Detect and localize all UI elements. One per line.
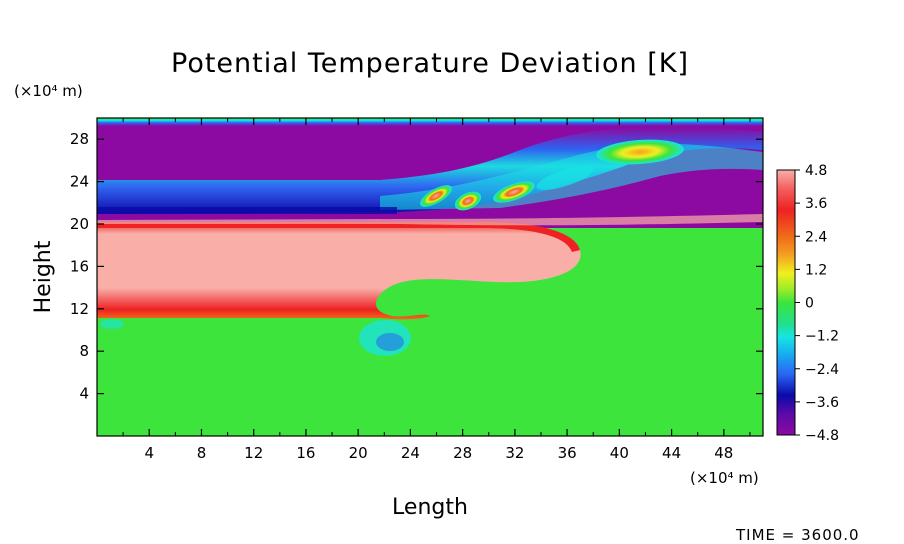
- y-tick-label: 8: [79, 342, 89, 360]
- x-tick-label: 8: [197, 444, 207, 462]
- field-jet-band: [97, 127, 763, 214]
- field-eddy-4: [596, 139, 684, 165]
- field-positive-edge: [97, 222, 580, 252]
- field-eddy-3: [493, 181, 535, 203]
- y-tick-label: 20: [70, 215, 89, 233]
- colorbar-tick-label: 2.4: [805, 229, 827, 245]
- colorbar-tick-label: 3.6: [805, 196, 827, 212]
- y-tick-label: 28: [70, 130, 89, 148]
- colorbar-tick-label: −1.2: [805, 329, 839, 345]
- x-tick-label: 44: [662, 444, 681, 462]
- y-tick-label: 4: [79, 385, 89, 403]
- chart-title: Potential Temperature Deviation [K]: [171, 48, 689, 79]
- x-tick-label: 24: [401, 444, 420, 462]
- heatmap-field: [97, 118, 763, 436]
- colorbar: [776, 169, 796, 436]
- x-tick-label: 32: [505, 444, 524, 462]
- plot-frame: [96, 117, 764, 437]
- y-tick-label: 24: [70, 173, 89, 191]
- y-axis-label: Height: [31, 240, 56, 313]
- field-turbulent-core: [376, 333, 404, 351]
- field-thin-line: [97, 214, 763, 226]
- x-axis-label: Length: [392, 495, 468, 520]
- x-tick-label: 36: [558, 444, 577, 462]
- colorbar-tick-label: −3.6: [805, 395, 839, 411]
- colorbar-tick-label: −4.8: [805, 428, 839, 444]
- x-tick-label: 20: [349, 444, 368, 462]
- x-tick-label: 40: [610, 444, 629, 462]
- field-eddy-1: [420, 185, 452, 207]
- colorbar-tick-label: 4.8: [805, 163, 827, 179]
- field-edge-blob: [100, 319, 124, 329]
- x-tick-label: 16: [296, 444, 315, 462]
- field-eddy-5: [536, 166, 594, 190]
- colorbar-tick-label: −2.4: [805, 362, 839, 378]
- x-tick-label: 48: [714, 444, 733, 462]
- y-tick-label: 16: [70, 257, 89, 275]
- x-tick-label: 28: [453, 444, 472, 462]
- y-axis-unit: (×10⁴ m): [14, 82, 83, 100]
- colorbar-ticks: 4.8 3.6 2.4 1.2 0 −1.2 −2.4 −3.6 −4.8: [795, 163, 839, 444]
- field-positive-region: [97, 222, 581, 320]
- x-tick-label: 4: [144, 444, 154, 462]
- field-eddy-2: [454, 191, 482, 211]
- x-tick-label: 12: [244, 444, 263, 462]
- colorbar-tick-label: 0: [805, 296, 814, 312]
- colorbar-tick-label: 1.2: [805, 262, 827, 278]
- y-tick-label: 12: [70, 300, 89, 318]
- time-label: TIME = 3600.0: [735, 526, 860, 544]
- field-top-band: [97, 118, 763, 126]
- x-axis-unit: (×10⁴ m): [690, 469, 759, 487]
- field-dark-line: [97, 207, 397, 214]
